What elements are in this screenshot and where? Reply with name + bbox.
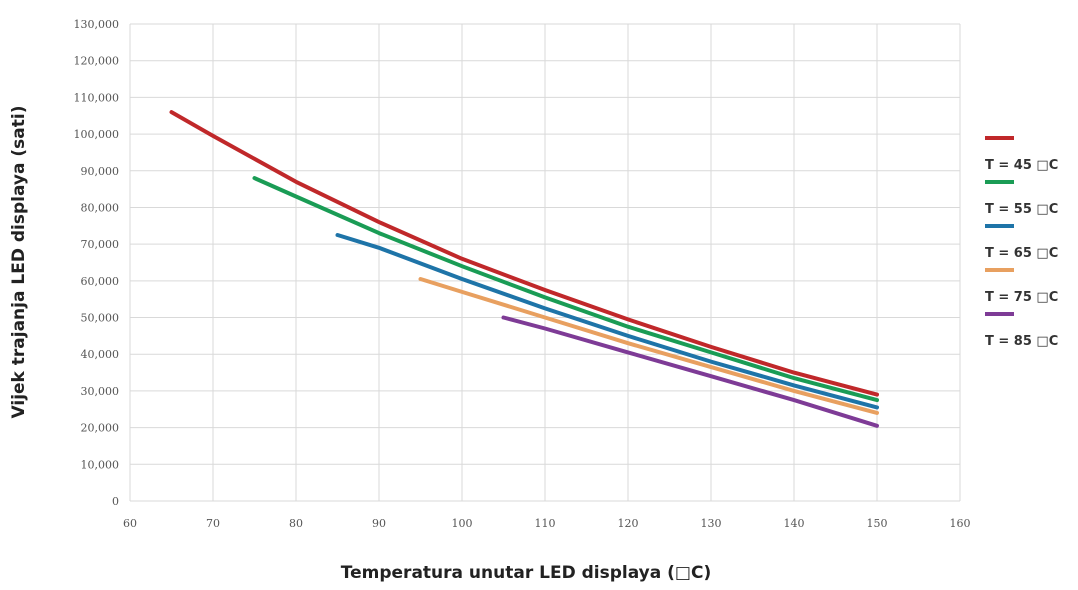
x-tick-label: 60: [123, 517, 137, 530]
y-tick-label: 100,000: [74, 128, 120, 141]
y-tick-label: 80,000: [81, 201, 120, 214]
legend: T = 45 □C T = 55 □C T = 65 □C T = 75 □C T = …: [985, 136, 1058, 349]
y-tick-label: 110,000: [74, 91, 120, 104]
x-tick-label: 110: [535, 517, 556, 530]
x-tick-label: 150: [867, 517, 888, 530]
legend-label-5: T = 85 □C: [985, 334, 1058, 349]
x-axis-title: Temperatura unutar LED displaya (□C): [341, 563, 711, 583]
legend-label-4: T = 75 □C: [985, 290, 1058, 305]
x-tick-label: 70: [206, 517, 220, 530]
series-line-4: [418, 277, 879, 415]
series-lines: [169, 110, 879, 428]
y-tick-label: 60,000: [81, 275, 120, 288]
x-tick-label: 160: [950, 517, 971, 530]
series-line-2: [252, 176, 879, 403]
series-line-1: [169, 110, 879, 397]
x-tick-label: 120: [618, 517, 639, 530]
y-tick-label: 130,000: [74, 18, 120, 31]
grid: [129, 23, 961, 502]
y-tick-label: 50,000: [81, 312, 120, 325]
y-tick-label: 30,000: [81, 385, 120, 398]
x-tick-label: 90: [372, 517, 386, 530]
y-tick-label: 10,000: [81, 458, 120, 471]
x-tick-label: 130: [701, 517, 722, 530]
y-tick-label: 120,000: [74, 55, 120, 68]
legend-label-3: T = 65 □C: [985, 246, 1058, 261]
y-tick-label: 40,000: [81, 348, 120, 361]
x-tick-label: 80: [289, 517, 303, 530]
y-tick-label: 90,000: [81, 165, 120, 178]
y-tick-label: 0: [112, 495, 119, 508]
series-line-3: [335, 233, 879, 410]
y-axis-title: Vijek trajanja LED displaya (sati): [9, 106, 29, 419]
y-tick-label: 70,000: [81, 238, 120, 251]
x-tick-labels: 60 70 80 90 100 110 120 130 140 150 160: [123, 517, 971, 530]
x-tick-label: 100: [452, 517, 473, 530]
legend-label-2: T = 55 □C: [985, 202, 1058, 217]
y-tick-labels: 0 10,000 20,000 30,000 40,000 50,000 60,000 70,…: [74, 18, 120, 508]
y-tick-label: 20,000: [81, 422, 120, 435]
legend-label-1: T = 45 □C: [985, 158, 1058, 173]
x-tick-label: 140: [784, 517, 805, 530]
series-line-5: [501, 315, 879, 428]
